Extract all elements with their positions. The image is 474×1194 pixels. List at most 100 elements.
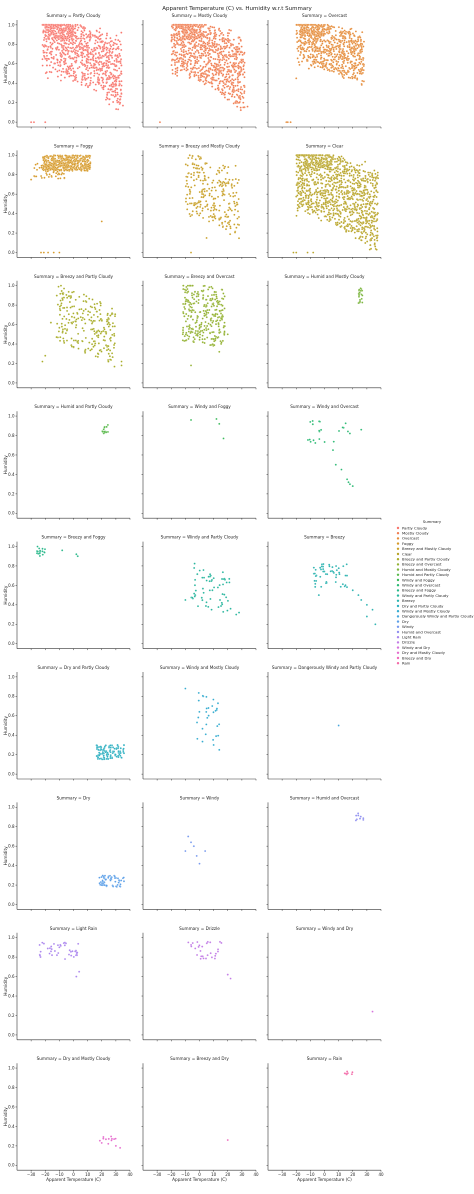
data-point bbox=[99, 67, 102, 70]
data-point bbox=[220, 185, 223, 188]
data-point bbox=[98, 63, 101, 66]
data-point bbox=[375, 203, 378, 206]
data-point bbox=[231, 74, 234, 77]
data-point bbox=[233, 68, 236, 71]
data-point bbox=[199, 46, 202, 49]
data-point bbox=[342, 206, 345, 209]
data-point bbox=[342, 53, 345, 56]
data-point bbox=[197, 51, 200, 54]
data-point bbox=[84, 166, 88, 170]
data-point bbox=[65, 158, 68, 162]
data-point bbox=[176, 42, 179, 45]
data-point bbox=[206, 74, 209, 77]
data-point bbox=[94, 83, 97, 86]
data-point bbox=[333, 171, 336, 174]
data-point bbox=[81, 59, 84, 62]
data-point bbox=[191, 196, 194, 200]
data-point bbox=[212, 57, 215, 60]
data-point bbox=[211, 76, 214, 79]
data-point bbox=[368, 208, 371, 211]
data-point bbox=[344, 186, 347, 189]
data-point bbox=[314, 56, 317, 59]
data-point bbox=[306, 179, 309, 182]
data-point bbox=[212, 37, 215, 40]
data-point bbox=[197, 155, 200, 158]
data-point bbox=[303, 187, 306, 190]
data-point bbox=[188, 73, 191, 76]
data-point bbox=[233, 223, 236, 226]
data-point bbox=[51, 47, 54, 50]
data-point bbox=[303, 56, 306, 59]
data-point bbox=[182, 48, 185, 51]
data-point bbox=[225, 78, 228, 81]
data-point bbox=[183, 68, 186, 71]
data-point bbox=[48, 173, 51, 176]
data-point bbox=[67, 49, 70, 52]
data-point bbox=[343, 158, 346, 161]
data-point bbox=[313, 58, 316, 61]
data-point bbox=[311, 155, 314, 158]
data-point bbox=[301, 46, 304, 49]
data-point bbox=[46, 170, 49, 173]
data-point bbox=[360, 209, 363, 212]
data-point bbox=[199, 200, 202, 203]
data-point bbox=[320, 56, 323, 59]
data-point bbox=[115, 108, 118, 111]
data-point bbox=[323, 171, 326, 174]
data-point bbox=[118, 52, 121, 55]
data-point bbox=[202, 72, 205, 75]
data-point bbox=[73, 56, 76, 59]
data-point bbox=[229, 208, 232, 211]
data-point bbox=[307, 200, 310, 203]
data-point bbox=[365, 210, 369, 213]
data-point bbox=[185, 29, 188, 32]
data-point bbox=[320, 33, 323, 36]
data-point bbox=[369, 244, 372, 247]
data-point bbox=[109, 88, 112, 91]
data-point bbox=[347, 179, 350, 182]
data-point bbox=[52, 163, 55, 166]
data-point bbox=[343, 216, 346, 220]
data-point bbox=[227, 181, 230, 184]
data-point bbox=[113, 332, 116, 335]
data-point bbox=[369, 233, 372, 236]
data-point bbox=[64, 162, 67, 165]
data-point bbox=[75, 166, 78, 169]
data-point bbox=[189, 36, 192, 39]
data-point bbox=[85, 66, 88, 69]
data-point bbox=[232, 53, 235, 56]
data-point bbox=[54, 47, 58, 50]
data-point bbox=[234, 178, 237, 181]
data-point bbox=[118, 84, 121, 87]
data-point bbox=[190, 31, 193, 34]
data-point bbox=[314, 37, 317, 40]
data-point bbox=[302, 161, 305, 164]
data-point bbox=[306, 205, 309, 208]
data-point bbox=[87, 55, 90, 59]
data-point bbox=[345, 230, 348, 233]
data-point bbox=[114, 54, 117, 57]
data-point bbox=[374, 172, 377, 175]
data-point bbox=[307, 163, 310, 166]
data-point bbox=[234, 164, 237, 167]
data-point bbox=[235, 191, 238, 194]
data-point bbox=[217, 84, 220, 87]
data-point bbox=[33, 174, 36, 178]
data-point bbox=[76, 29, 79, 32]
data-point bbox=[321, 194, 324, 197]
data-point bbox=[223, 181, 226, 184]
data-point bbox=[345, 73, 348, 76]
data-point bbox=[90, 64, 93, 67]
data-point bbox=[193, 64, 196, 67]
data-point bbox=[215, 45, 218, 48]
data-point bbox=[70, 27, 73, 30]
data-point bbox=[222, 33, 225, 36]
data-point bbox=[97, 56, 100, 59]
data-point bbox=[191, 210, 194, 213]
data-point bbox=[72, 154, 75, 157]
data-point bbox=[236, 217, 239, 220]
data-point bbox=[327, 208, 330, 211]
data-point bbox=[297, 156, 300, 159]
data-point bbox=[199, 78, 202, 81]
data-point bbox=[350, 195, 353, 198]
